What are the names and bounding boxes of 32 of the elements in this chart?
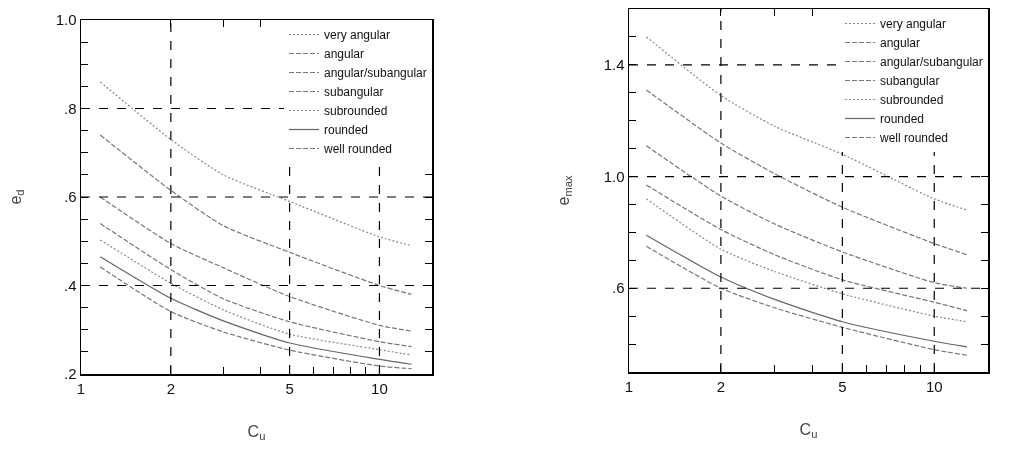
legend-label: very angular (880, 17, 947, 32)
x-tick-label: 10 (925, 377, 943, 395)
y-tick-label: .8 (63, 99, 77, 117)
legend-label: rounded (880, 112, 925, 127)
y-tick-label: 1.4 (603, 56, 625, 74)
x-tick-label: 10 (371, 379, 388, 397)
legend-label: subrounded (880, 93, 944, 108)
x-tick-label: 1 (624, 377, 634, 395)
x-tick-label: 5 (838, 377, 847, 395)
y-tick-label: .6 (611, 279, 625, 297)
legend-label: angular/subangular (880, 55, 983, 70)
y-tick-label: .6 (63, 188, 77, 206)
x-axis-title: C$_{u}$ (247, 422, 266, 443)
x-tick-label: 1 (76, 379, 86, 397)
x-axis-title: C$_{u}$ (799, 420, 818, 441)
legend-label: very angular (324, 28, 391, 43)
x-tick-label: 2 (716, 377, 726, 395)
y-tick-label: .2 (63, 365, 77, 383)
y-tick-label: .4 (63, 276, 77, 294)
legend-label: angular (324, 47, 365, 62)
legend-label: angular/subangular (324, 66, 427, 81)
legend-label: rounded (324, 123, 369, 138)
legend-label: subangular (324, 85, 384, 100)
y-tick-label: 1.0 (55, 11, 77, 29)
x-tick-label: 2 (166, 379, 176, 397)
legend-label: subangular (880, 74, 940, 89)
legend-label: subrounded (324, 104, 388, 119)
legend-label: angular (880, 36, 921, 51)
legend-label: well rounded (879, 131, 949, 146)
x-tick-label: 5 (285, 379, 294, 397)
legend-label: well rounded (323, 142, 393, 157)
y-tick-label: 1.0 (603, 167, 625, 185)
